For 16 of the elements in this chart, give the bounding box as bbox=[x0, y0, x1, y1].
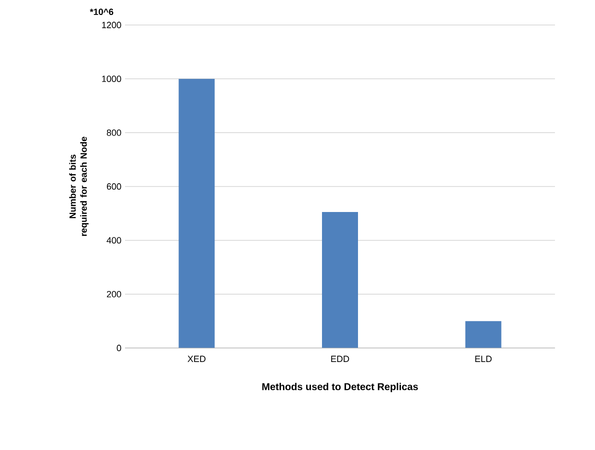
x-tick-label: EDD bbox=[331, 356, 350, 362]
y-tick-label: 0 bbox=[116, 344, 122, 352]
y-axis-title: Number of bits required for each Node bbox=[69, 136, 89, 236]
y-tick-label: 1200 bbox=[102, 22, 122, 28]
y-tick-label: 200 bbox=[106, 290, 122, 298]
x-tick-label: ELD bbox=[475, 356, 492, 362]
y-tick-label: 400 bbox=[106, 237, 122, 244]
bar bbox=[322, 212, 358, 348]
y-tick-label: 600 bbox=[106, 183, 122, 190]
y-tick-label: 1000 bbox=[102, 76, 122, 82]
y-tick-label: 800 bbox=[106, 129, 122, 136]
bar bbox=[465, 321, 502, 348]
bar bbox=[178, 78, 215, 348]
x-tick-label: XED bbox=[188, 356, 206, 362]
text: *10^6 bbox=[90, 8, 114, 16]
x-axis-title: Methods used to Detect Replicas bbox=[262, 382, 418, 392]
